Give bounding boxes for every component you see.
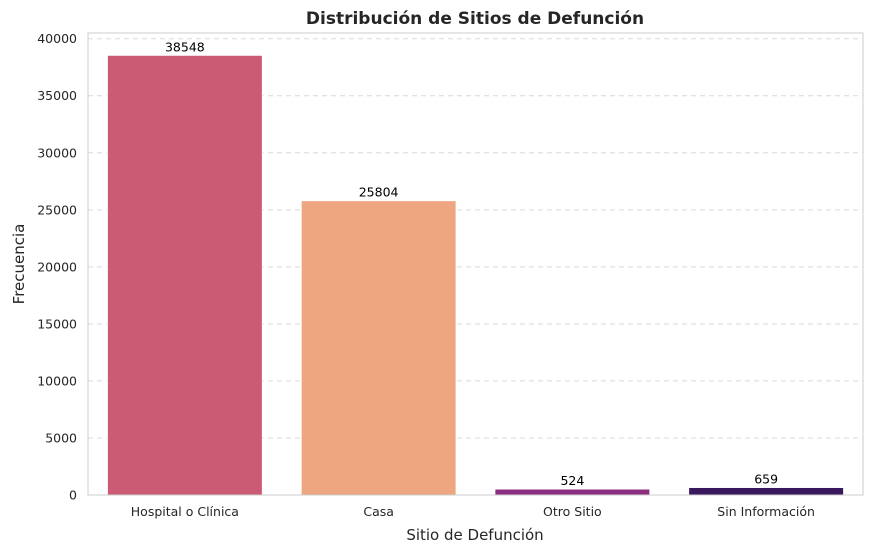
bar-value-label: 25804 [359, 185, 399, 200]
bar [106, 54, 263, 496]
bar [300, 200, 457, 496]
x-tick-label: Hospital o Clínica [131, 504, 239, 519]
y-tick-label: 0 [69, 488, 77, 503]
x-axis-ticks: Hospital o Clínica Casa Otro Sitio Sin Info… [131, 504, 815, 519]
y-tick-label: 30000 [37, 145, 77, 160]
bar [494, 488, 651, 496]
x-tick-label: Sin Información [717, 504, 815, 519]
data-labels: 38548 25804 524 659 [165, 39, 778, 488]
bar-value-label: 524 [560, 473, 584, 488]
bar-value-label: 38548 [165, 39, 205, 54]
x-tick-label: Casa [363, 504, 394, 519]
x-tick-label: Otro Sitio [543, 504, 602, 519]
chart-title: Distribución de Sitios de Defunción [306, 9, 644, 29]
y-tick-label: 35000 [37, 88, 77, 103]
bars [106, 54, 845, 496]
bar [688, 486, 845, 496]
x-axis-label: Sitio de Defunción [406, 526, 543, 544]
y-tick-label: 40000 [37, 31, 77, 46]
plot-frame [87, 32, 864, 496]
y-tick-label: 15000 [37, 316, 77, 331]
y-tick-label: 5000 [45, 430, 77, 445]
y-tick-label: 25000 [37, 202, 77, 217]
y-axis-ticks: 0 5000 10000 15000 20000 25000 30000 35000 40000 [37, 31, 77, 502]
y-tick-label: 10000 [37, 373, 77, 388]
y-axis-label: Frecuencia [10, 224, 28, 305]
y-tick-label: 20000 [37, 259, 77, 274]
bar-value-label: 659 [754, 471, 778, 486]
